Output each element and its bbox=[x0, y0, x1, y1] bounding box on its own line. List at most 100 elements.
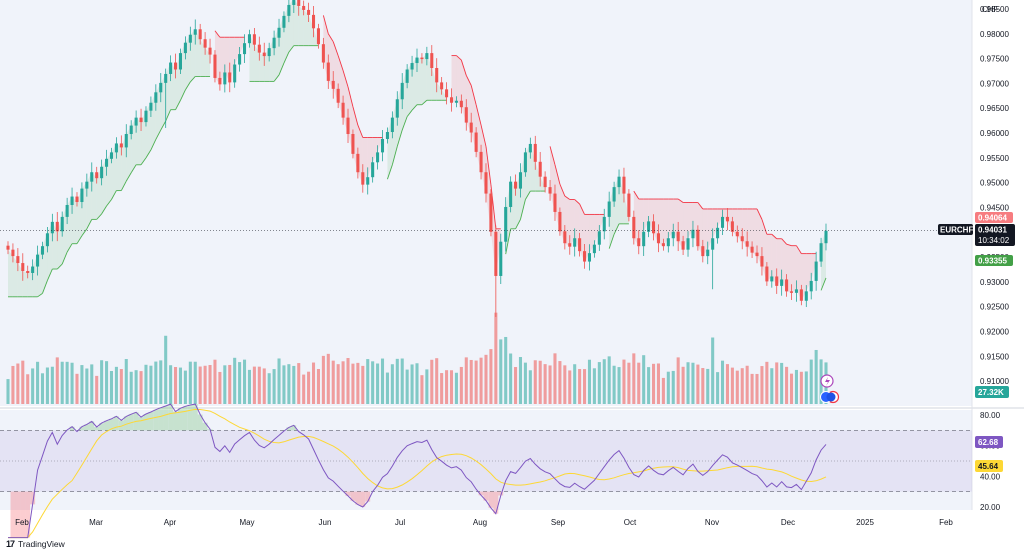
candle-body bbox=[484, 172, 488, 194]
rsi-extreme-fill bbox=[182, 406, 188, 431]
supertrend-fill-segment bbox=[569, 199, 575, 247]
supertrend-segment bbox=[96, 213, 102, 220]
volume-bar bbox=[755, 373, 759, 404]
supertrend-upper-tag: 0.94064 bbox=[975, 212, 1013, 223]
volume-bar bbox=[277, 358, 281, 404]
supertrend-fill-segment bbox=[372, 137, 378, 163]
supertrend-fill-segment bbox=[121, 134, 127, 191]
supertrend-segment bbox=[387, 164, 393, 180]
supertrend-segment bbox=[125, 172, 132, 182]
candle-body bbox=[410, 63, 414, 70]
supertrend-fill-segment bbox=[589, 214, 595, 254]
candle-body bbox=[760, 256, 764, 267]
price-axis: 0.98500 0.98000 0.97500 0.97000 0.96500 0.960… bbox=[980, 5, 1009, 386]
candle-body bbox=[183, 42, 187, 54]
volume-bar bbox=[169, 365, 173, 404]
rsi-extreme-fill bbox=[143, 414, 149, 431]
price-pane-bg bbox=[0, 0, 972, 406]
candle-body bbox=[824, 230, 828, 244]
volume-bar bbox=[183, 370, 187, 404]
volume-bar bbox=[361, 365, 365, 404]
volume-bar bbox=[716, 372, 720, 404]
rsi-extreme-fill bbox=[20, 491, 26, 538]
candle-body bbox=[65, 204, 69, 217]
volume-bar bbox=[6, 379, 10, 404]
volume-bar bbox=[307, 371, 311, 404]
candle-body bbox=[489, 193, 493, 232]
supertrend-fill-segment bbox=[431, 67, 437, 101]
candle-body bbox=[716, 227, 720, 239]
tradingview-logo-icon: 17 bbox=[6, 539, 15, 549]
supertrend-fill-segment bbox=[22, 270, 28, 297]
tradingview-brand[interactable]: 17 TradingView bbox=[6, 539, 65, 549]
volume-bar bbox=[174, 367, 178, 404]
volume-bar bbox=[543, 364, 547, 404]
volume-bar bbox=[40, 373, 45, 404]
supertrend-segment bbox=[525, 190, 531, 200]
supertrend-fill-segment bbox=[195, 29, 201, 77]
supertrend-segment bbox=[485, 146, 492, 185]
time-tick-label: Feb bbox=[939, 518, 953, 527]
candle-body bbox=[592, 244, 596, 254]
candle-body bbox=[174, 62, 178, 70]
supertrend-fill-segment bbox=[421, 53, 427, 105]
supertrend-segment bbox=[520, 199, 526, 220]
volume-bar bbox=[435, 358, 439, 404]
supertrend-fill-segment bbox=[811, 253, 817, 281]
volume-bar bbox=[75, 373, 79, 404]
candle-body bbox=[814, 261, 818, 281]
candle-body bbox=[548, 187, 552, 194]
volume-bar bbox=[218, 371, 222, 404]
volume-bar bbox=[321, 355, 325, 404]
supertrend-segment bbox=[786, 243, 792, 247]
volume-bar bbox=[459, 366, 463, 404]
time-tick-label: Jun bbox=[319, 518, 332, 527]
supertrend-segment bbox=[81, 228, 88, 237]
volume-bar bbox=[36, 361, 40, 404]
volume-bar bbox=[252, 366, 256, 404]
time-axis[interactable]: Feb Mar Apr May Jun Jul Aug Sep Oct Nov Dec 2025 Feb bbox=[15, 518, 953, 527]
candle-body bbox=[326, 62, 330, 81]
candle-body bbox=[154, 92, 158, 103]
volume-bar bbox=[341, 361, 345, 404]
rsi-extreme-fill bbox=[360, 491, 366, 507]
supertrend-fill-segment bbox=[702, 208, 708, 257]
supertrend-segment bbox=[101, 205, 107, 215]
candle-body bbox=[243, 43, 247, 55]
rsi-ma-tag: 45.64 bbox=[975, 460, 1003, 472]
volume-bar bbox=[282, 365, 286, 404]
supertrend-fill-segment bbox=[451, 55, 457, 103]
candle-body bbox=[735, 231, 739, 237]
candle-body bbox=[474, 132, 478, 152]
volume-bar bbox=[484, 354, 488, 404]
volume-bar bbox=[558, 361, 562, 404]
candle-body bbox=[509, 181, 513, 207]
supertrend-segment bbox=[756, 208, 763, 220]
candle-body bbox=[356, 153, 360, 173]
candle-body bbox=[109, 152, 114, 159]
time-tick-label: Jul bbox=[395, 518, 405, 527]
volume-bar bbox=[213, 359, 217, 404]
volume-bar bbox=[331, 360, 335, 404]
supertrend-fill-segment bbox=[619, 176, 624, 224]
supertrend-segment bbox=[475, 104, 482, 126]
economic-events-icon[interactable] bbox=[820, 390, 840, 404]
price-tick-label: 0.98500 bbox=[980, 5, 1009, 14]
candle-body bbox=[292, 0, 296, 5]
candle-body bbox=[538, 161, 542, 177]
candle-body bbox=[681, 241, 685, 250]
volume-bar bbox=[637, 362, 641, 404]
supertrend-fill-segment bbox=[584, 214, 590, 262]
candle-body bbox=[380, 138, 385, 153]
volume-bar bbox=[119, 369, 123, 404]
supertrend-fill-segment bbox=[367, 137, 373, 178]
candle-body bbox=[149, 102, 153, 111]
candle-body bbox=[341, 102, 345, 118]
volume-bar bbox=[622, 359, 626, 404]
supertrend-segment bbox=[185, 81, 191, 91]
candle-body bbox=[316, 28, 320, 45]
lightning-icon[interactable] bbox=[820, 374, 834, 388]
volume-bar bbox=[809, 359, 813, 404]
candle-body bbox=[124, 134, 128, 148]
